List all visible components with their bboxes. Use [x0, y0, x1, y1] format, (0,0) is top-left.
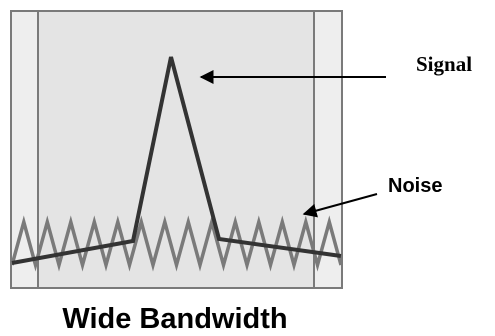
- noise-arrow: [302, 193, 378, 218]
- signal-label: Signal: [416, 52, 472, 76]
- noise-label: Noise: [388, 175, 442, 197]
- signal-trace: [11, 56, 342, 265]
- passband-region: [37, 10, 315, 289]
- diagram-caption: Wide Bandwidth: [62, 303, 287, 335]
- noise-waveform: [10, 215, 343, 272]
